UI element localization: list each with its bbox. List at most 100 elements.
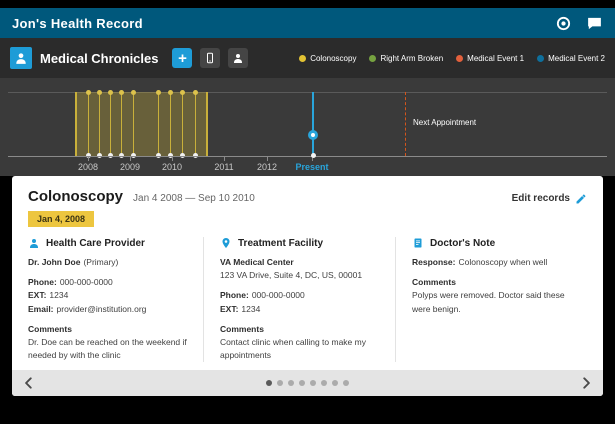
- facility-phone: 000-000-0000: [251, 290, 305, 301]
- pager-dot[interactable]: [332, 380, 338, 387]
- chat-icon[interactable]: [586, 15, 603, 32]
- year-label-2009: 2009: [119, 162, 141, 172]
- axis-tick: [224, 157, 225, 161]
- event-marker[interactable]: [180, 90, 185, 158]
- note-response-line: Response: Colonoscopy when well: [412, 257, 548, 267]
- legend-label: Colonoscopy: [310, 53, 357, 63]
- legend-label: Medical Event 1: [467, 53, 525, 63]
- facility-column: Treatment Facility VA Medical Center 123…: [203, 237, 395, 363]
- event-marker[interactable]: [108, 90, 113, 158]
- provider-email[interactable]: provider@institution.org: [56, 303, 147, 314]
- legend-dot: [369, 54, 377, 62]
- provider-phone: 000-000-0000: [59, 277, 113, 288]
- note-heading: Doctor's Note: [430, 237, 496, 249]
- app-window: Jon's Health Record Medical Chronicles +…: [0, 8, 615, 396]
- axis-tick: [172, 157, 173, 161]
- facility-name: VA Medical Center: [220, 257, 294, 267]
- pager-dot[interactable]: [310, 380, 316, 387]
- event-marker[interactable]: [156, 90, 161, 158]
- event-marker[interactable]: [131, 90, 136, 158]
- axis-tick: [267, 157, 268, 161]
- pager-dot[interactable]: [299, 380, 305, 387]
- legend-item-colonoscopy[interactable]: Colonoscopy: [299, 54, 356, 63]
- facility-phone-line: Phone: 000-000-0000: [220, 290, 305, 301]
- facility-icon: [220, 237, 232, 249]
- event-date-range: Jan 4 2008 — Sep 10 2010: [133, 193, 255, 204]
- contacts-icon[interactable]: [228, 48, 249, 68]
- edit-records-button[interactable]: Edit records: [512, 193, 587, 205]
- event-marker[interactable]: [97, 90, 102, 158]
- present-marker[interactable]: [308, 92, 318, 158]
- next-appointment-label: Next Appointment: [413, 118, 477, 127]
- pager-dot[interactable]: [288, 380, 294, 387]
- legend-item-right-arm-broken[interactable]: Right Arm Broken: [369, 54, 443, 63]
- present-label: Present: [295, 162, 329, 172]
- year-label-2008: 2008: [77, 162, 99, 172]
- legend-dot: [537, 54, 545, 62]
- facility-ext-line: EXT: 1234: [220, 303, 261, 314]
- next-icon[interactable]: [579, 376, 593, 390]
- detail-columns: Health Care Provider Dr. John Doe (Primar…: [12, 227, 603, 370]
- axis-tick: [130, 157, 131, 161]
- legend-item-medical-event-2[interactable]: Medical Event 2: [537, 54, 605, 63]
- axis-tick: [88, 157, 89, 161]
- section-title: Medical Chronicles: [40, 50, 159, 66]
- add-record-button[interactable]: +: [172, 48, 193, 68]
- provider-heading: Health Care Provider: [46, 237, 145, 249]
- top-bar-actions: [555, 15, 603, 32]
- timeline-legend: Colonoscopy Right Arm Broken Medical Eve…: [299, 54, 605, 63]
- provider-column: Health Care Provider Dr. John Doe (Primar…: [28, 237, 203, 362]
- phone-icon[interactable]: [200, 48, 221, 68]
- event-marker[interactable]: [86, 90, 91, 158]
- facility-address: 123 VA Drive, Suite 4, DC, US, 00001: [220, 270, 363, 281]
- next-appointment-marker[interactable]: [405, 92, 406, 156]
- edit-icon: [575, 193, 587, 205]
- event-detail-card: Colonoscopy Jan 4 2008 — Sep 10 2010 Edi…: [12, 176, 603, 396]
- note-column: Doctor's Note Response: Colonoscopy when …: [395, 237, 587, 363]
- present-knob[interactable]: [308, 130, 318, 140]
- pager-dot[interactable]: [343, 380, 349, 387]
- legend-item-medical-event-1[interactable]: Medical Event 1: [456, 54, 524, 63]
- legend-label: Medical Event 2: [548, 53, 605, 63]
- beacon-icon[interactable]: [555, 15, 572, 32]
- event-marker[interactable]: [119, 90, 124, 158]
- note-comments: Polyps were removed. Doctor said these w…: [412, 290, 565, 314]
- year-label-2012: 2012: [256, 162, 278, 172]
- provider-name: Dr. John Doe: [28, 257, 81, 267]
- legend-dot: [299, 54, 307, 62]
- note-icon: [412, 237, 424, 249]
- facility-comments: Contact clinic when calling to make my a…: [220, 336, 366, 361]
- provider-phone-line: Phone: 000-000-0000: [28, 277, 113, 288]
- card-pager: [12, 370, 603, 396]
- top-bar: Jon's Health Record: [0, 8, 615, 38]
- toolbar: Medical Chronicles + Colonoscopy Right A…: [0, 38, 615, 78]
- provider-comments: Dr. Doe can be reached on the weekend if…: [28, 336, 187, 361]
- patient-icon: [10, 47, 32, 69]
- legend-dot: [456, 54, 464, 62]
- provider-comments-label: Comments: [28, 323, 72, 334]
- facility-heading: Treatment Facility: [238, 237, 324, 249]
- provider-name-line: Dr. John Doe (Primary): [28, 256, 189, 269]
- provider-header: Health Care Provider: [28, 237, 189, 249]
- timeline-top-rule: [8, 92, 607, 93]
- app-title: Jon's Health Record: [12, 15, 143, 31]
- legend-label: Right Arm Broken: [380, 53, 444, 63]
- provider-icon: [28, 237, 40, 249]
- provider-ext-line: EXT: 1234: [28, 290, 69, 301]
- event-marker[interactable]: [193, 90, 198, 158]
- pager-dot[interactable]: [266, 380, 272, 387]
- prev-icon[interactable]: [22, 376, 36, 390]
- year-label-2011: 2011: [214, 162, 234, 172]
- pager-dot[interactable]: [277, 380, 283, 387]
- event-date-tag: Jan 4, 2008: [28, 211, 95, 227]
- facility-ext: 1234: [241, 303, 261, 314]
- timeline-event-band[interactable]: [75, 92, 208, 156]
- timeline[interactable]: Next Appointment 2008 2009 2010 2011 201…: [0, 78, 615, 176]
- note-response: Colonoscopy when well: [458, 257, 548, 267]
- event-marker[interactable]: [168, 90, 173, 158]
- provider-ext: 1234: [49, 290, 69, 301]
- pager-dot[interactable]: [321, 380, 327, 387]
- provider-email-line: Email: provider@institution.org: [28, 303, 147, 314]
- provider-name-suffix: (Primary): [83, 257, 119, 267]
- edit-records-label: Edit records: [511, 193, 570, 204]
